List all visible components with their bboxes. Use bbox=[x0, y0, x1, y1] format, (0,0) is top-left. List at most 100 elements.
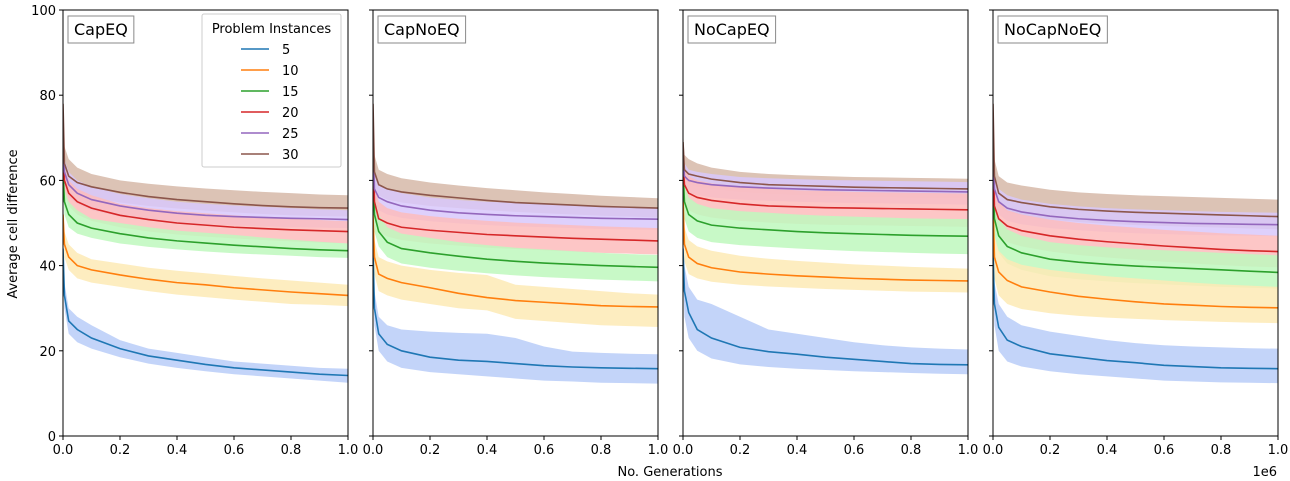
legend-title: Problem Instances bbox=[212, 22, 332, 37]
y-tick-label: 80 bbox=[39, 89, 56, 104]
y-tick-label: 60 bbox=[39, 174, 56, 189]
plot-area-0 bbox=[63, 86, 348, 383]
line-series-5 bbox=[63, 248, 348, 377]
panel-title-frame bbox=[687, 15, 777, 44]
panel-title-box: CapEQ bbox=[67, 15, 135, 44]
panel-title-frame bbox=[377, 15, 467, 44]
panel-title-frame bbox=[997, 15, 1108, 44]
line-series-15 bbox=[63, 167, 348, 252]
line-series-10 bbox=[373, 214, 658, 308]
band-10 bbox=[63, 201, 348, 307]
panels: 0.0 0.2 0.4 0.6 0.8 1.0 0 20 40 60 80 100 CapEQ Probl… bbox=[31, 4, 1288, 458]
panel-0: 0.0 0.2 0.4 0.6 0.8 1.0 0 20 40 60 80 100 CapEQ Probl… bbox=[31, 4, 358, 458]
panel-title-frame bbox=[67, 15, 135, 44]
panel-title-box: NoCapNoEQ bbox=[997, 15, 1108, 44]
x-tick-label: 1.0 bbox=[648, 443, 669, 458]
band-5 bbox=[373, 231, 658, 384]
line-series-20 bbox=[373, 146, 658, 242]
legend-entry-15: 15 bbox=[282, 85, 299, 100]
line-series-10 bbox=[63, 214, 348, 297]
x-tick-label: 0.6 bbox=[844, 443, 865, 458]
y-tick-label: 0 bbox=[48, 430, 56, 445]
band-5 bbox=[683, 231, 968, 375]
x-tick-label: 1.0 bbox=[958, 443, 979, 458]
panel-1: 0.0 0.2 0.4 0.6 0.8 1.0 CapNoEQ bbox=[363, 9, 669, 458]
x-tick-label: 0.0 bbox=[53, 443, 74, 458]
band-5 bbox=[63, 231, 348, 383]
band-25 bbox=[993, 112, 1278, 237]
x-tick-label: 0.8 bbox=[591, 443, 612, 458]
x-tick-label: 0.2 bbox=[420, 443, 441, 458]
x-tick-label: 0.8 bbox=[281, 443, 302, 458]
plot-area-1 bbox=[373, 86, 658, 384]
y-axis-label: Average cell difference bbox=[6, 149, 21, 298]
legend-entry-20: 20 bbox=[282, 106, 299, 121]
panel-title: NoCapEQ bbox=[694, 20, 770, 39]
legend: Problem Instances 5 10 15 20 25 30 bbox=[201, 13, 342, 168]
line-series-20 bbox=[63, 146, 348, 233]
line-series-20 bbox=[683, 159, 968, 211]
band-30 bbox=[63, 86, 348, 217]
axes-frame bbox=[682, 9, 969, 437]
band-20 bbox=[993, 129, 1278, 268]
line-series-25 bbox=[373, 129, 658, 220]
line-series-30 bbox=[993, 103, 1278, 218]
legend-entry-25: 25 bbox=[282, 127, 299, 142]
line-series-15 bbox=[993, 167, 1278, 274]
panel-title: CapNoEQ bbox=[384, 20, 460, 39]
x-tick-label: 0.2 bbox=[110, 443, 131, 458]
x-tick-label: 0.2 bbox=[730, 443, 751, 458]
x-tick-label: 0.8 bbox=[1211, 443, 1232, 458]
x-tick-label: 1.0 bbox=[1268, 443, 1289, 458]
line-series-10 bbox=[683, 197, 968, 282]
band-20 bbox=[63, 129, 348, 244]
band-25 bbox=[373, 112, 658, 230]
axes-frame bbox=[62, 9, 349, 437]
legend-frame bbox=[201, 13, 342, 168]
band-10 bbox=[683, 180, 968, 293]
line-series-5 bbox=[993, 248, 1278, 370]
x-tick-label: 0.4 bbox=[477, 443, 498, 458]
panel-title: CapEQ bbox=[74, 20, 128, 39]
line-series-30 bbox=[63, 103, 348, 209]
x-axis-label: No. Generations bbox=[617, 465, 722, 480]
x-axis-offset-label: 1e6 bbox=[1252, 465, 1277, 480]
y-tick-label: 40 bbox=[39, 260, 56, 275]
x-tick-label: 0.8 bbox=[901, 443, 922, 458]
legend-entry-10: 10 bbox=[282, 64, 299, 79]
line-series-30 bbox=[683, 142, 968, 190]
band-30 bbox=[993, 86, 1278, 230]
line-series-30 bbox=[373, 103, 658, 209]
band-5 bbox=[993, 231, 1278, 384]
line-series-25 bbox=[63, 129, 348, 221]
x-tick-label: 0.0 bbox=[363, 443, 384, 458]
band-25 bbox=[63, 112, 348, 229]
band-10 bbox=[993, 180, 1278, 324]
band-20 bbox=[373, 129, 658, 255]
line-series-5 bbox=[683, 248, 968, 366]
axes-frame bbox=[992, 9, 1279, 437]
band-15 bbox=[63, 154, 348, 258]
panel-title: NoCapNoEQ bbox=[1004, 20, 1101, 39]
x-tick-label: 0.4 bbox=[167, 443, 188, 458]
legend-entry-30: 30 bbox=[282, 148, 299, 163]
x-tick-label: 0.6 bbox=[534, 443, 555, 458]
line-series-20 bbox=[993, 146, 1278, 253]
panel-2: 0.0 0.2 0.4 0.6 0.8 1.0 NoCapEQ bbox=[673, 9, 979, 458]
x-tick-label: 1.0 bbox=[338, 443, 359, 458]
band-30 bbox=[373, 86, 658, 218]
line-series-15 bbox=[683, 167, 968, 238]
panel-title-box: CapNoEQ bbox=[377, 15, 467, 44]
x-tick-label: 0.0 bbox=[673, 443, 694, 458]
panel-title-box: NoCapEQ bbox=[687, 15, 777, 44]
line-series-25 bbox=[683, 150, 968, 193]
plot-area-3 bbox=[993, 86, 1278, 384]
x-tick-label: 0.6 bbox=[224, 443, 245, 458]
line-series-10 bbox=[993, 197, 1278, 309]
line-series-5 bbox=[373, 248, 658, 370]
band-10 bbox=[373, 197, 658, 327]
y-tick-label: 100 bbox=[31, 4, 56, 19]
x-tick-label: 0.0 bbox=[983, 443, 1004, 458]
panel-3: 0.0 0.2 0.4 0.6 0.8 1.0 NoCapNoEQ bbox=[983, 9, 1289, 458]
